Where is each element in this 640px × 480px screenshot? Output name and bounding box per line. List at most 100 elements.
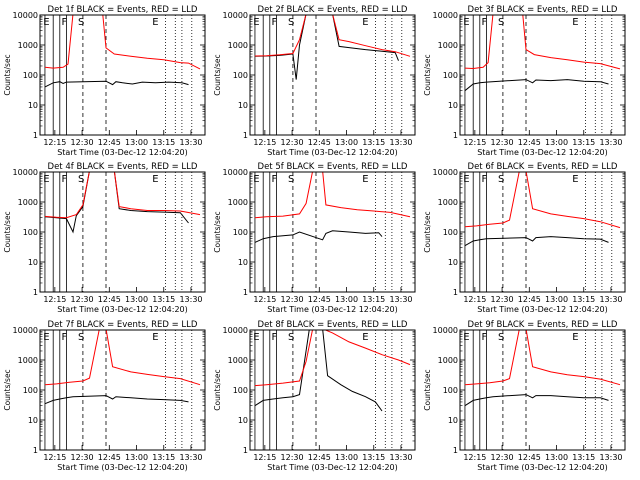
plot-frame [249,14,416,136]
marker-letter: E [253,17,259,28]
marker-letter: F [481,174,487,185]
plot-frame [249,171,416,293]
y-tick-label: 10000 [13,326,38,335]
x-tick-label: 12:15 [253,138,276,147]
x-tick-label: 13:15 [572,138,595,147]
x-tick-label: 13:30 [389,138,412,147]
x-tick-label: 13:00 [335,453,358,462]
y-tick-label: 10 [238,416,248,425]
y-tick-label: 1000 [228,41,248,50]
x-tick-label: 13:00 [545,453,568,462]
marker-letter: F [481,17,487,28]
marker-letter: S [498,17,504,28]
panel-title: Det 3f BLACK = Events, RED = LLD [468,5,618,15]
plot-frame [459,329,626,451]
y-axis-title: Counts/sec [3,54,12,95]
marker-letter: F [271,17,277,28]
y-tick-label: 1 [243,446,248,455]
x-axis-title: Start Time (03-Dec-12 12:04:20) [267,148,398,157]
panel-title: Det 4f BLACK = Events, RED = LLD [48,162,198,172]
marker-letter: S [498,332,504,343]
y-tick-label: 100 [443,71,458,80]
panel-title: Det 7f BLACK = Events, RED = LLD [48,320,198,330]
x-axis-title: Start Time (03-Dec-12 12:04:20) [267,463,398,472]
x-tick-label: 12:30 [491,138,514,147]
events-series-line [254,330,383,412]
y-tick-label: 1000 [18,41,38,50]
x-axis-title: Start Time (03-Dec-12 12:04:20) [267,305,398,314]
x-tick-label: 13:00 [335,295,358,304]
x-tick-label: 12:15 [43,453,66,462]
x-tick-label: 12:45 [308,295,331,304]
marker-letter: E [572,174,578,185]
y-tick-label: 1 [33,131,38,140]
marker-letter: F [61,174,67,185]
y-tick-label: 1000 [18,356,38,365]
x-tick-label: 12:45 [308,453,331,462]
x-tick-label: 13:00 [545,295,568,304]
y-tick-label: 100 [233,386,248,395]
y-tick-label: 10000 [223,168,248,177]
events-series-line [44,172,189,234]
y-tick-label: 1000 [438,356,458,365]
x-tick-label: 13:15 [152,138,175,147]
x-tick-label: 12:30 [491,295,514,304]
y-tick-label: 10000 [223,326,248,335]
x-tick-label: 12:45 [518,295,541,304]
y-tick-label: 1 [453,446,458,455]
panel-title: Det 9f BLACK = Events, RED = LLD [468,320,618,330]
y-tick-label: 10000 [433,11,458,20]
events-series-line [44,395,189,405]
plot-frame [39,14,206,136]
marker-letter: F [271,174,277,185]
marker-letter: E [43,332,49,343]
lld-series-line [254,15,411,57]
lld-series-line [44,172,201,219]
marker-letter: E [572,17,578,28]
y-tick-label: 1000 [228,356,248,365]
x-tick-label: 13:30 [599,138,622,147]
marker-letter: E [152,174,158,185]
marker-letter: E [572,332,578,343]
x-axis-title: Start Time (03-Dec-12 12:04:20) [57,305,188,314]
x-tick-label: 12:15 [43,138,66,147]
x-tick-label: 13:15 [572,453,595,462]
y-tick-label: 100 [23,386,38,395]
y-tick-label: 10 [28,416,38,425]
x-tick-label: 12:30 [491,453,514,462]
y-axis-title: Counts/sec [213,369,222,410]
y-tick-label: 10 [448,101,458,110]
y-axis-title: Counts/sec [213,54,222,95]
y-axis-title: Counts/sec [423,369,432,410]
x-axis-title: Start Time (03-Dec-12 12:04:20) [57,148,188,157]
panel-title: Det 6f BLACK = Events, RED = LLD [468,162,618,172]
x-tick-label: 12:45 [98,295,121,304]
events-series-line [464,394,609,407]
detector-panel-2: Det 2f BLACK = Events, RED = LLD E F S E 1 10 1… [213,5,416,157]
x-tick-label: 12:30 [71,453,94,462]
x-tick-label: 12:15 [253,453,276,462]
x-tick-label: 13:15 [152,453,175,462]
y-tick-label: 10 [238,258,248,267]
events-series-line [254,15,399,80]
detector-panel-3: Det 3f BLACK = Events, RED = LLD E F S E 1 10 1… [423,5,626,157]
y-tick-label: 10 [448,416,458,425]
y-tick-label: 10 [28,258,38,267]
x-tick-label: 13:15 [362,453,385,462]
x-tick-label: 12:15 [463,295,486,304]
y-tick-label: 100 [443,386,458,395]
panel-title: Det 5f BLACK = Events, RED = LLD [258,162,408,172]
lld-series-line [464,172,621,229]
plot-frame [39,171,206,293]
marker-letter: F [271,332,277,343]
x-tick-label: 13:30 [389,453,412,462]
y-tick-label: 1 [453,131,458,140]
marker-letter: F [481,332,487,343]
marker-letter: E [362,174,368,185]
marker-letter: S [498,174,504,185]
x-tick-label: 12:45 [308,138,331,147]
x-tick-label: 13:30 [179,138,202,147]
x-tick-label: 13:00 [125,295,148,304]
x-tick-label: 12:15 [43,295,66,304]
marker-letter: S [288,17,294,28]
